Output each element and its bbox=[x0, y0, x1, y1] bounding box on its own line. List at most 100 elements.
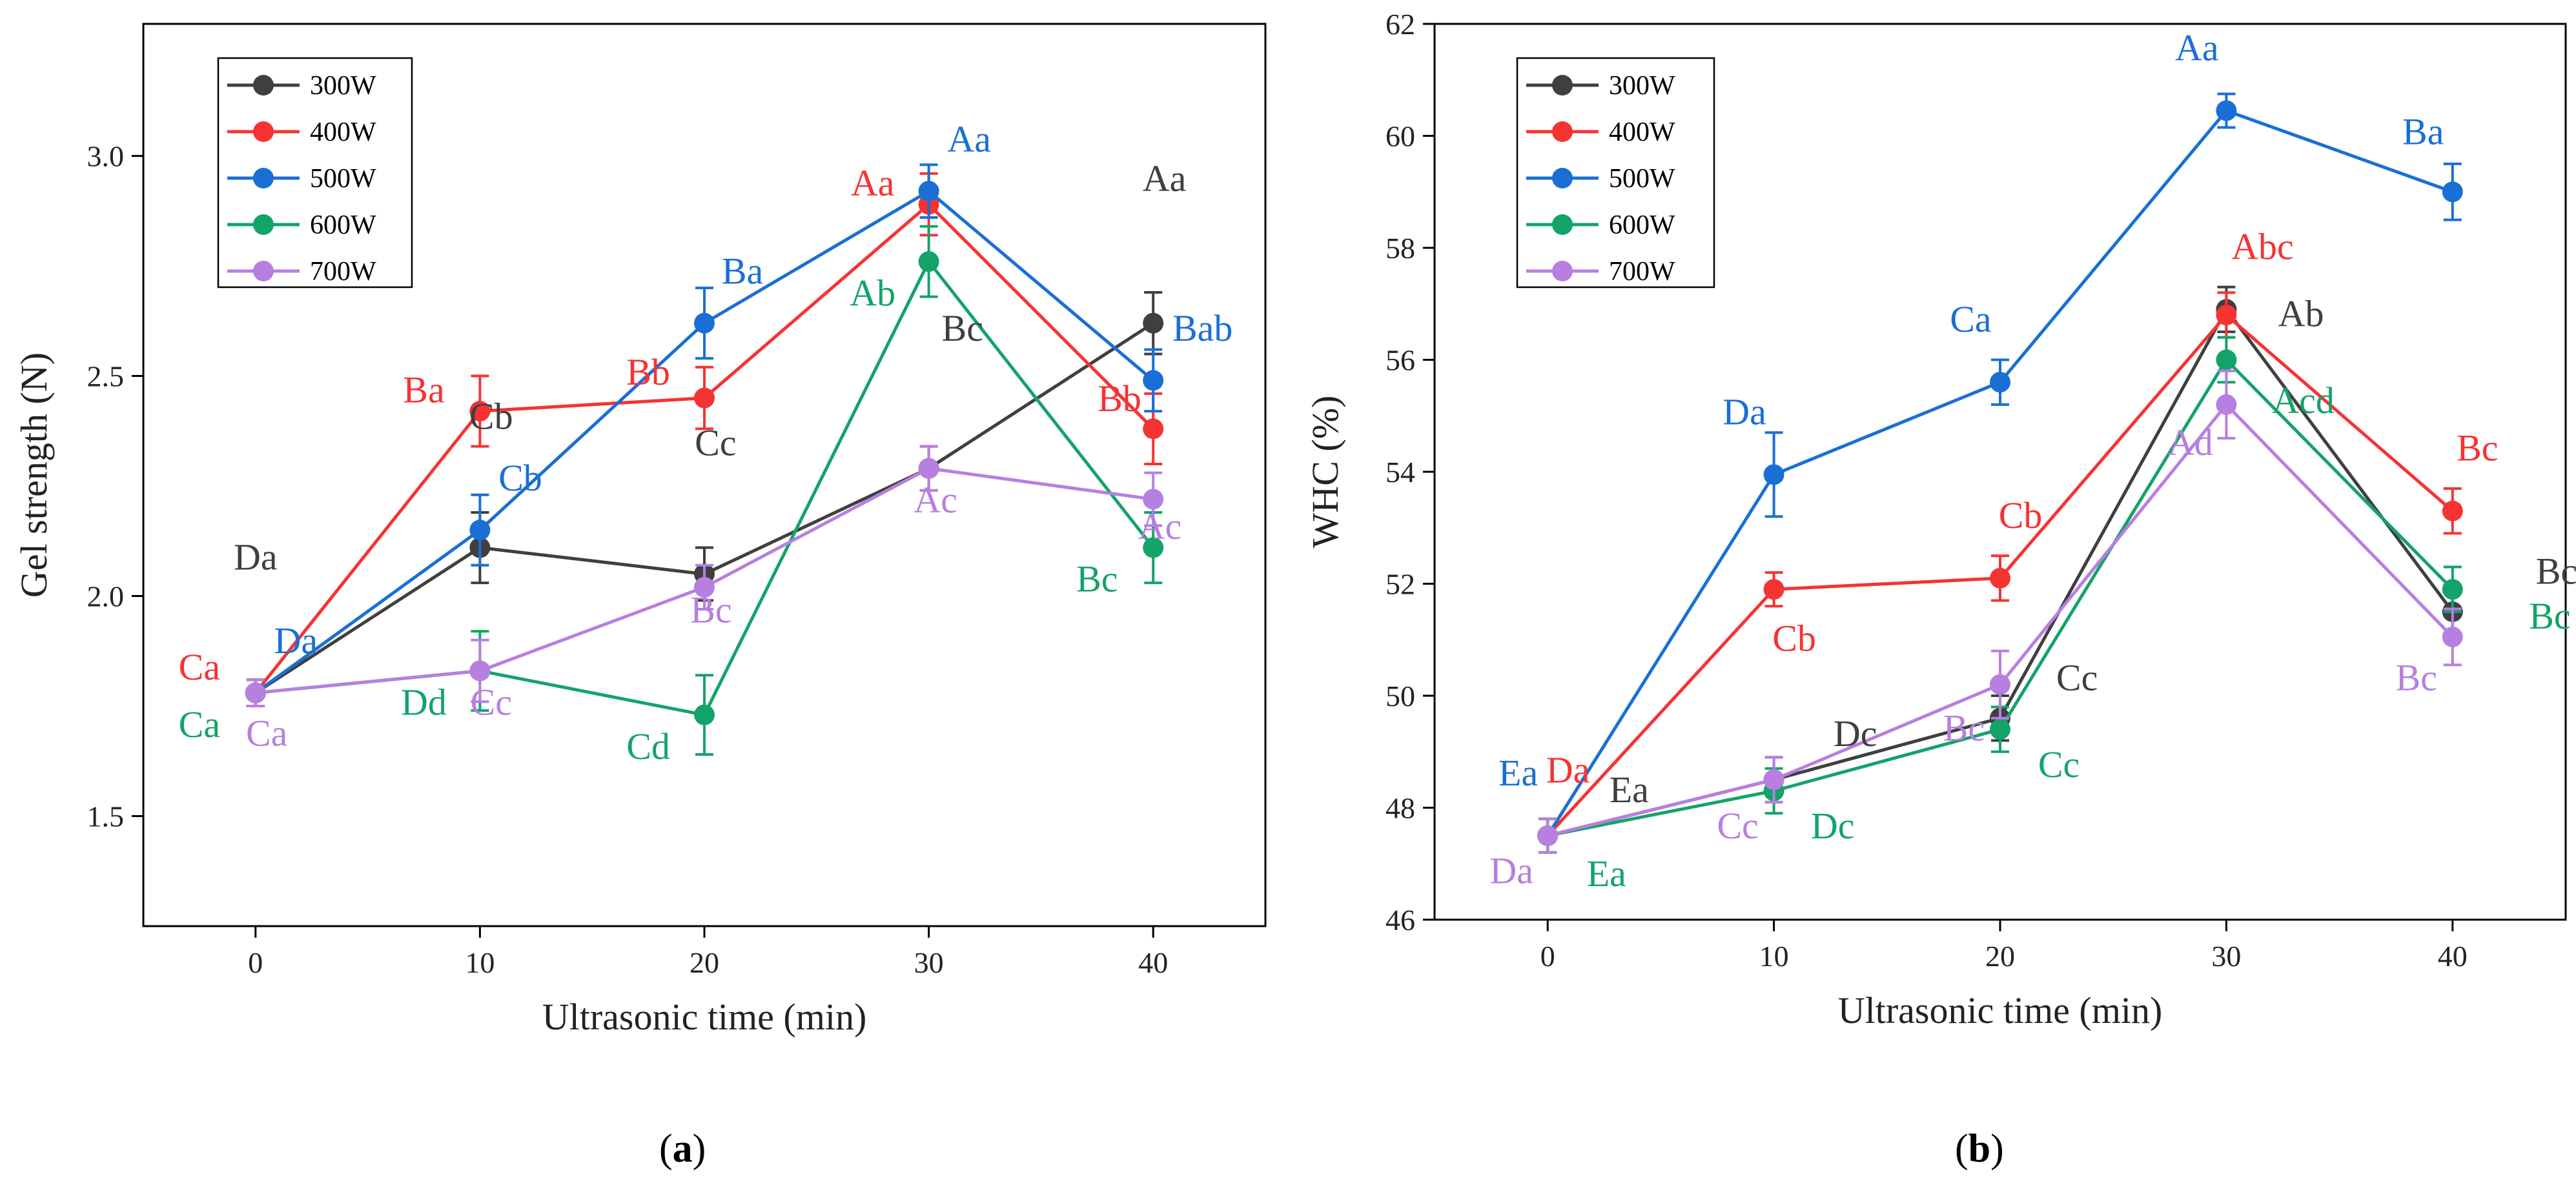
data-point bbox=[245, 682, 266, 703]
significance-label: Cd bbox=[626, 725, 670, 767]
chart-panel-b: 0 10 20 30 40 46 48 50 52 54 56 58 60 62 Ultrasonic ti… bbox=[1304, 8, 2576, 1171]
significance-label: Dc bbox=[1834, 713, 1877, 754]
data-point bbox=[694, 576, 715, 598]
significance-label: Cb bbox=[1999, 494, 2043, 536]
significance-label: Dd bbox=[401, 682, 447, 723]
significance-label: Ba bbox=[722, 250, 763, 292]
data-point bbox=[1143, 370, 1164, 391]
x-tick-label: 40 bbox=[1138, 946, 1168, 979]
data-point bbox=[2442, 500, 2463, 521]
legend-label: 400W bbox=[310, 117, 376, 147]
significance-label: Bc bbox=[2536, 551, 2576, 592]
y-tick-label: 62 bbox=[1385, 8, 1415, 41]
significance-label: Bc bbox=[690, 589, 731, 631]
legend-label: 500W bbox=[1609, 164, 1675, 194]
y-tick-label: 2.0 bbox=[87, 580, 125, 613]
data-point bbox=[2442, 626, 2463, 647]
data-point bbox=[1990, 372, 2010, 393]
significance-label: Cb bbox=[1772, 618, 1816, 660]
significance-label: Cc bbox=[471, 682, 512, 723]
data-point bbox=[2216, 305, 2237, 326]
significance-label: Cc bbox=[1717, 805, 1758, 847]
data-point bbox=[1763, 464, 1784, 485]
significance-label: Da bbox=[1489, 850, 1533, 892]
data-point bbox=[1763, 769, 1784, 791]
significance-label: Cc bbox=[2038, 743, 2080, 785]
legend-item-700W: 700W bbox=[1526, 257, 1675, 287]
significance-label: Da bbox=[234, 536, 278, 578]
y-axis-title: WHC (%) bbox=[1304, 396, 1346, 549]
data-point bbox=[2442, 181, 2463, 203]
legend-label: 700W bbox=[310, 257, 376, 287]
legend-item-500W: 500W bbox=[227, 164, 376, 194]
significance-label: Bc bbox=[2529, 595, 2570, 637]
significance-label: Ea bbox=[1498, 752, 1538, 794]
data-point bbox=[918, 251, 939, 272]
legend-item-600W: 600W bbox=[1526, 210, 1675, 240]
legend-label: 400W bbox=[1609, 117, 1675, 147]
legend-label: 700W bbox=[1609, 257, 1675, 287]
legend-label: 600W bbox=[1609, 210, 1675, 240]
data-point bbox=[2216, 100, 2237, 121]
x-tick-label: 40 bbox=[2438, 940, 2468, 973]
y-tick-label: 56 bbox=[1385, 344, 1415, 377]
legend-label: 500W bbox=[310, 164, 376, 194]
data-point bbox=[1143, 312, 1164, 334]
legend-item-500W: 500W bbox=[1526, 164, 1675, 194]
y-tick-label: 52 bbox=[1385, 568, 1415, 601]
x-tick-label: 0 bbox=[248, 946, 263, 979]
data-point bbox=[2216, 349, 2237, 370]
significance-label: Ca bbox=[246, 712, 287, 754]
x-axis-title: Ultrasonic time (min) bbox=[542, 996, 867, 1038]
significance-label: Ca bbox=[179, 703, 220, 745]
legend-label: 300W bbox=[310, 71, 376, 101]
significance-label: Ab bbox=[850, 272, 895, 314]
significance-label: Abc bbox=[2231, 225, 2294, 267]
y-tick-label: 46 bbox=[1385, 904, 1415, 936]
data-point bbox=[694, 387, 715, 409]
y-tick-label: 48 bbox=[1385, 792, 1415, 825]
data-point bbox=[2216, 394, 2237, 415]
x-axis-title: Ultrasonic time (min) bbox=[1838, 989, 2163, 1031]
significance-label: Cb bbox=[498, 457, 542, 499]
significance-label: Bb bbox=[626, 351, 670, 393]
significance-label: Ea bbox=[1587, 853, 1626, 895]
significance-label: Ba bbox=[403, 369, 444, 410]
significance-label: Bc bbox=[2457, 427, 2498, 469]
significance-label: Bc bbox=[1076, 558, 1118, 600]
legend-item-700W: 700W bbox=[227, 257, 376, 287]
data-point bbox=[2442, 579, 2463, 600]
significance-label: Ad bbox=[2167, 421, 2213, 463]
significance-label: Ab bbox=[2278, 292, 2324, 334]
legend-label: 600W bbox=[310, 210, 376, 240]
y-tick-label: 3.0 bbox=[87, 140, 125, 173]
significance-label: Ea bbox=[1610, 769, 1649, 811]
significance-label: Bab bbox=[1172, 307, 1232, 349]
significance-label: Cb bbox=[469, 395, 513, 437]
x-tick-label: 0 bbox=[1540, 940, 1555, 973]
y-tick-label: 1.5 bbox=[87, 800, 125, 833]
significance-label: Bc bbox=[1943, 707, 1985, 749]
x-tick-label: 20 bbox=[1985, 940, 2015, 973]
significance-label: Bc bbox=[942, 307, 983, 349]
data-point bbox=[1990, 719, 2010, 740]
significance-label: Da bbox=[1722, 390, 1766, 432]
legend-label: 300W bbox=[1609, 71, 1675, 101]
y-tick-label: 58 bbox=[1385, 232, 1415, 265]
legend: 300W 400W 500W 600W 700W bbox=[217, 57, 413, 288]
significance-label: Dc bbox=[1811, 805, 1855, 847]
x-tick-label: 20 bbox=[690, 946, 719, 979]
data-point bbox=[1990, 567, 2010, 589]
legend-item-400W: 400W bbox=[227, 117, 376, 147]
significance-label: Aa bbox=[947, 118, 991, 160]
significance-label: Cc bbox=[2056, 656, 2098, 698]
legend: 300W 400W 500W 600W 700W bbox=[1516, 57, 1715, 288]
panel-label: (a) bbox=[659, 1127, 706, 1171]
data-point bbox=[1143, 537, 1164, 558]
data-point bbox=[1143, 489, 1164, 510]
y-axis-title: Gel strength (N) bbox=[13, 352, 55, 598]
data-point bbox=[918, 458, 939, 479]
x-tick-label: 10 bbox=[465, 946, 495, 979]
significance-label: Da bbox=[1546, 749, 1590, 791]
